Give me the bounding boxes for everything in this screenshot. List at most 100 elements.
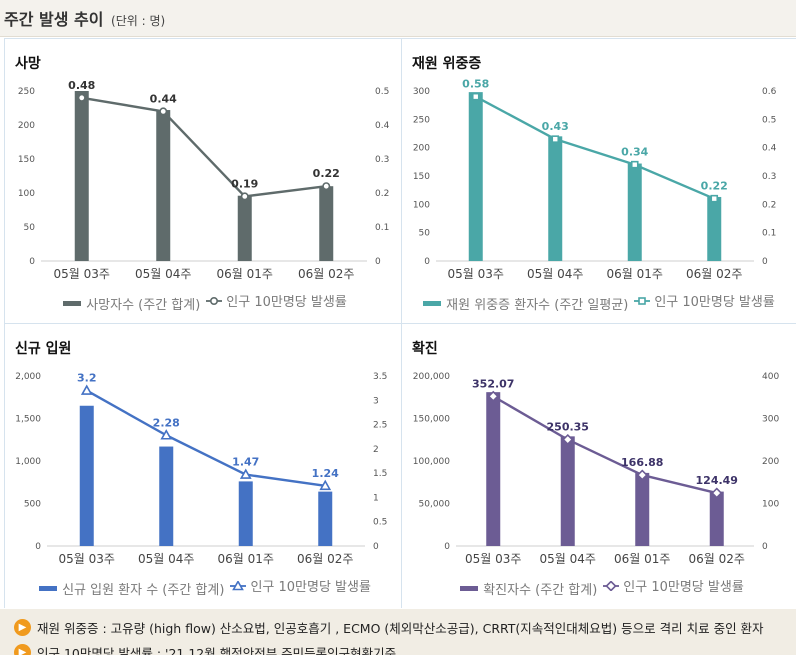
line-point [160, 429, 173, 440]
chart-title: 확진 [412, 341, 438, 357]
x-tick-label: 06월 01주 [217, 267, 273, 281]
y-left-tick-label: 150 [413, 172, 430, 182]
y-left-tick-label: 0 [35, 542, 41, 552]
grid-divider-horizontal [4, 323, 796, 324]
line-point [80, 384, 93, 395]
bar [548, 136, 563, 261]
y-left-tick-label: 0 [424, 257, 430, 267]
x-tick-label: 06월 01주 [614, 552, 670, 566]
speaker-icon: ▶ [14, 644, 31, 655]
chart-svg: 0 50 100 150 200 250 0 0.1 0.2 0.3 0.4 0.5 05월 03주 05… [18, 79, 390, 281]
y-right-tick-label: 0.5 [375, 87, 389, 97]
y-right-tick-label: 300 [762, 415, 779, 425]
footnote-population-basis: ▶ 인구 10만명당 발생률 : '21.12월 행정안전부 주민등록인구현황기준 [14, 643, 396, 655]
page-title: 주간 발생 추이 (단위 : 명) [4, 6, 165, 30]
bar [237, 195, 252, 261]
x-tick-label: 05월 03주 [54, 267, 110, 281]
data-label: 124.49 [696, 474, 738, 487]
y-left-tick-label: 250 [18, 87, 35, 97]
x-tick-label: 05월 04주 [135, 267, 191, 281]
chart-svg: 0 500 1,000 1,500 2,000 0 0.5 1 1.5 2 2.5 3 3.5 05월 0… [15, 372, 387, 566]
bar [318, 491, 333, 546]
y-right-tick-label: 0.5 [762, 115, 776, 125]
y-left-tick-label: 100 [18, 189, 35, 199]
y-right-tick-label: 1.5 [373, 469, 387, 479]
bar [468, 92, 483, 261]
y-left-tick-label: 250 [413, 115, 430, 125]
y-right-tick-label: 1 [373, 493, 379, 503]
chart-title: 신규 입원 [15, 341, 72, 357]
chart-legend: 재원 위중증 환자수 (주간 일평균) 인구 10만명당 발생률 [402, 291, 796, 313]
y-left-tick-label: 200 [413, 144, 430, 154]
title-text: 주간 발생 추이 [4, 10, 104, 29]
data-label: 0.19 [231, 177, 258, 190]
chart-svg: 0 50,000 100,000 150,000 200,000 0 100 200 300 40… [413, 372, 780, 566]
y-right-tick-label: 2.5 [373, 421, 387, 431]
legend-bar-label: 신규 입원 환자 수 (주간 합계) [62, 582, 225, 598]
y-right-tick-label: 2 [373, 445, 379, 455]
data-label: 250.35 [547, 421, 589, 434]
y-left-tick-label: 300 [413, 87, 430, 97]
x-tick-label: 06월 01주 [607, 267, 663, 281]
bar [707, 196, 722, 261]
legend-bar-series: 재원 위중증 환자수 (주간 일평균) [423, 294, 628, 313]
bar [159, 446, 174, 546]
line-point [487, 390, 499, 403]
x-tick-label: 05월 04주 [138, 552, 194, 566]
y-left-tick-label: 100,000 [413, 457, 450, 467]
y-left-tick-label: 150 [18, 155, 35, 165]
line-point [239, 468, 252, 479]
chart-title: 사망 [15, 56, 41, 72]
data-label: 352.07 [472, 377, 514, 390]
y-left-tick-label: 50 [419, 229, 431, 239]
data-label: 0.34 [621, 146, 648, 159]
grid-border-top [4, 38, 796, 39]
legend-line-series: 인구 10만명당 발생률 [230, 576, 371, 595]
chart-panel-admission: 신규 입원 0 500 1,000 1,500 2,000 0 0.5 1 1.5 2 2.5 3 3.… [5, 324, 401, 608]
x-tick-label: 05월 03주 [448, 267, 504, 281]
y-right-tick-label: 3.5 [373, 372, 387, 382]
y-right-tick-label: 0.3 [375, 155, 389, 165]
legend-bar-series: 사망자수 (주간 합계) [63, 294, 200, 313]
data-label: 166.88 [621, 456, 663, 469]
legend-line-series: 인구 10만명당 발생률 [603, 576, 744, 595]
line-point [562, 433, 574, 446]
x-tick-label: 05월 04주 [540, 552, 596, 566]
y-right-tick-label: 0.1 [375, 223, 389, 233]
chart-legend: 신규 입원 환자 수 (주간 합계) 인구 10만명당 발생률 [5, 576, 401, 598]
legend-line-label: 인구 10만명당 발생률 [654, 295, 775, 310]
page-header: 주간 발생 추이 (단위 : 명) [0, 0, 796, 37]
data-label: 1.24 [312, 467, 339, 480]
line-point [710, 194, 719, 203]
legend-line-label: 인구 10만명당 발생률 [226, 295, 347, 310]
legend-line-label: 인구 10만명당 발생률 [623, 580, 744, 595]
y-right-tick-label: 400 [762, 372, 779, 382]
y-right-tick-label: 0 [762, 542, 768, 552]
line-point [322, 182, 331, 191]
x-tick-label: 05월 04주 [527, 267, 583, 281]
chart-legend: 확진자수 (주간 합계) 인구 10만명당 발생률 [402, 576, 796, 598]
legend-bar-swatch [63, 300, 82, 306]
bar [74, 91, 89, 261]
y-right-tick-label: 0 [373, 542, 379, 552]
data-label: 2.28 [153, 416, 180, 429]
x-tick-label: 06월 02주 [297, 552, 353, 566]
y-left-tick-label: 500 [24, 500, 41, 510]
legend-bar-series: 확진자수 (주간 합계) [460, 579, 597, 598]
data-label: 1.47 [232, 456, 259, 469]
legend-marker [210, 296, 219, 305]
bar [486, 392, 501, 546]
legend-line-series: 인구 10만명당 발생률 [206, 291, 347, 310]
legend-line-swatch [634, 296, 651, 305]
line-point [636, 469, 648, 481]
line-point [159, 107, 168, 116]
x-tick-label: 05월 03주 [59, 552, 115, 566]
data-label: 0.43 [542, 120, 569, 133]
legend-marker [232, 580, 245, 590]
line-point [77, 93, 86, 102]
bar [238, 481, 253, 546]
legend-bar-swatch [460, 585, 479, 591]
y-right-tick-label: 0.1 [762, 229, 776, 239]
x-tick-label: 06월 02주 [689, 552, 745, 566]
bar [560, 436, 575, 546]
